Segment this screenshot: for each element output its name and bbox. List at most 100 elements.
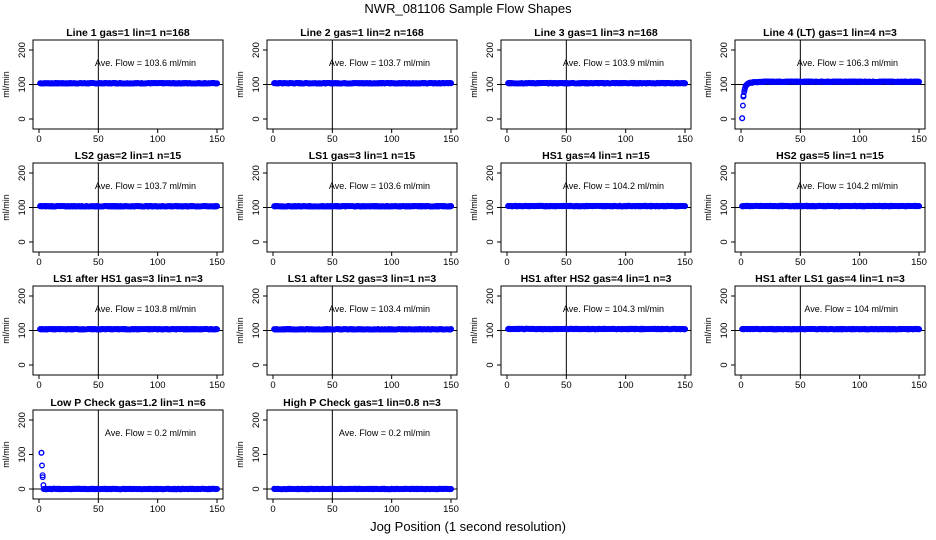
y-axis-label: ml/min xyxy=(703,317,713,344)
x-tick-label: 150 xyxy=(911,257,927,268)
x-tick-label: 50 xyxy=(93,257,104,268)
y-tick-label: 0 xyxy=(251,116,262,121)
data-points xyxy=(739,78,922,122)
y-axis-label: ml/min xyxy=(469,194,479,221)
y-tick-label: 0 xyxy=(719,239,730,244)
data-point xyxy=(214,486,221,493)
annotation: Ave. Flow = 104 ml/min xyxy=(804,304,898,314)
panel-title: HS2 gas=5 lin=1 n=15 xyxy=(776,150,884,162)
data-point xyxy=(505,326,512,333)
panel-3: Line 3 gas=1 lin=3 n=168 0 50 100 150 0 100 200… xyxy=(469,27,693,145)
x-tick-label: 50 xyxy=(327,134,338,145)
y-tick-label: 100 xyxy=(485,77,496,93)
y-tick-label: 100 xyxy=(251,77,262,93)
y-tick-label: 100 xyxy=(17,200,28,216)
y-tick-label: 100 xyxy=(251,200,262,216)
y-tick-label: 100 xyxy=(485,200,496,216)
panel-title: Low P Check gas=1.2 lin=1 n=6 xyxy=(50,397,205,409)
x-tick-label: 100 xyxy=(618,134,634,145)
data-point xyxy=(39,462,45,469)
data-point xyxy=(681,80,688,87)
data-points xyxy=(505,202,688,210)
x-tick-label: 150 xyxy=(443,380,459,391)
data-points xyxy=(739,325,922,333)
data-point xyxy=(740,93,747,100)
y-tick-label: 200 xyxy=(251,412,262,428)
panel-title: Line 3 gas=1 lin=3 n=168 xyxy=(534,27,658,39)
data-point xyxy=(271,486,278,493)
y-tick-label: 0 xyxy=(17,116,28,121)
panel-4: Line 4 (LT) gas=1 lin=4 n=3 0 50 100 150 0 100… xyxy=(703,27,927,145)
data-points xyxy=(37,79,221,87)
panel-14: High P Check gas=1 lin=0.8 n=3 0 50 100 150 0… xyxy=(235,397,459,515)
data-point xyxy=(271,326,278,333)
data-points xyxy=(505,325,688,333)
y-tick-label: 0 xyxy=(485,362,496,367)
x-tick-label: 150 xyxy=(677,257,693,268)
x-tick-label: 50 xyxy=(93,134,104,145)
data-point xyxy=(739,115,746,122)
y-tick-label: 100 xyxy=(17,447,28,463)
data-point xyxy=(214,203,221,210)
plot-frame xyxy=(32,409,224,500)
y-tick-label: 200 xyxy=(719,42,730,58)
data-point xyxy=(761,78,768,85)
annotation: Ave. Flow = 104.2 ml/min xyxy=(797,181,898,191)
panel-title: Line 4 (LT) gas=1 lin=4 n=3 xyxy=(763,27,897,39)
y-tick-label: 200 xyxy=(251,42,262,58)
x-tick-label: 0 xyxy=(738,134,743,145)
y-tick-label: 0 xyxy=(251,486,262,491)
annotation: Ave. Flow = 106.3 ml/min xyxy=(797,58,898,68)
y-tick-label: 200 xyxy=(719,165,730,181)
x-tick-label: 0 xyxy=(738,380,743,391)
x-tick-label: 50 xyxy=(93,380,104,391)
x-tick-label: 150 xyxy=(443,257,459,268)
y-axis-label: ml/min xyxy=(1,71,11,98)
y-tick-label: 0 xyxy=(17,486,28,491)
panel-title: Line 1 gas=1 lin=1 n=168 xyxy=(66,27,190,39)
panel-title: LS1 after HS1 gas=3 lin=1 n=3 xyxy=(53,273,203,285)
data-point xyxy=(271,203,278,210)
x-tick-label: 150 xyxy=(209,134,225,145)
data-point xyxy=(214,326,221,333)
data-point xyxy=(747,79,754,86)
y-tick-label: 200 xyxy=(17,288,28,304)
x-tick-label: 0 xyxy=(738,257,743,268)
x-tick-label: 0 xyxy=(270,504,275,515)
data-points xyxy=(271,326,455,333)
annotation: Ave. Flow = 103.4 ml/min xyxy=(329,304,430,314)
panel-title: LS2 gas=2 lin=1 n=15 xyxy=(75,150,182,162)
x-tick-label: 100 xyxy=(150,257,166,268)
panel-7: HS1 gas=4 lin=1 n=15 0 50 100 150 0 100 200 ml/m… xyxy=(469,150,693,268)
x-tick-label: 50 xyxy=(327,380,338,391)
y-tick-label: 200 xyxy=(17,165,28,181)
data-point xyxy=(754,79,761,86)
y-tick-label: 100 xyxy=(719,77,730,93)
panel-12: HS1 after LS1 gas=4 lin=1 n=3 0 50 100 150 0 1… xyxy=(703,273,927,391)
data-point xyxy=(448,326,455,333)
y-axis-label: ml/min xyxy=(703,71,713,98)
annotation: Ave. Flow = 103.7 ml/min xyxy=(329,58,430,68)
x-tick-label: 150 xyxy=(911,134,927,145)
x-tick-label: 0 xyxy=(504,380,509,391)
data-point xyxy=(915,78,922,85)
y-axis-label: ml/min xyxy=(235,441,245,468)
x-tick-label: 50 xyxy=(795,257,806,268)
panel-11: HS1 after HS2 gas=4 lin=1 n=3 0 50 100 150 0 1… xyxy=(469,273,693,391)
annotation: Ave. Flow = 103.6 ml/min xyxy=(95,58,196,68)
panel-6: LS1 gas=3 lin=1 n=15 0 50 100 150 0 100 200 ml/m… xyxy=(235,150,459,268)
y-tick-label: 200 xyxy=(485,42,496,58)
x-tick-label: 0 xyxy=(270,134,275,145)
x-tick-label: 150 xyxy=(677,134,693,145)
data-point xyxy=(739,203,746,210)
y-tick-label: 0 xyxy=(251,239,262,244)
data-point xyxy=(448,486,455,493)
x-tick-label: 0 xyxy=(270,380,275,391)
x-tick-label: 100 xyxy=(150,134,166,145)
data-points xyxy=(271,485,455,493)
y-tick-label: 200 xyxy=(17,42,28,58)
annotation: Ave. Flow = 104.3 ml/min xyxy=(563,304,664,314)
annotation: Ave. Flow = 103.7 ml/min xyxy=(95,181,196,191)
data-point xyxy=(741,86,748,93)
